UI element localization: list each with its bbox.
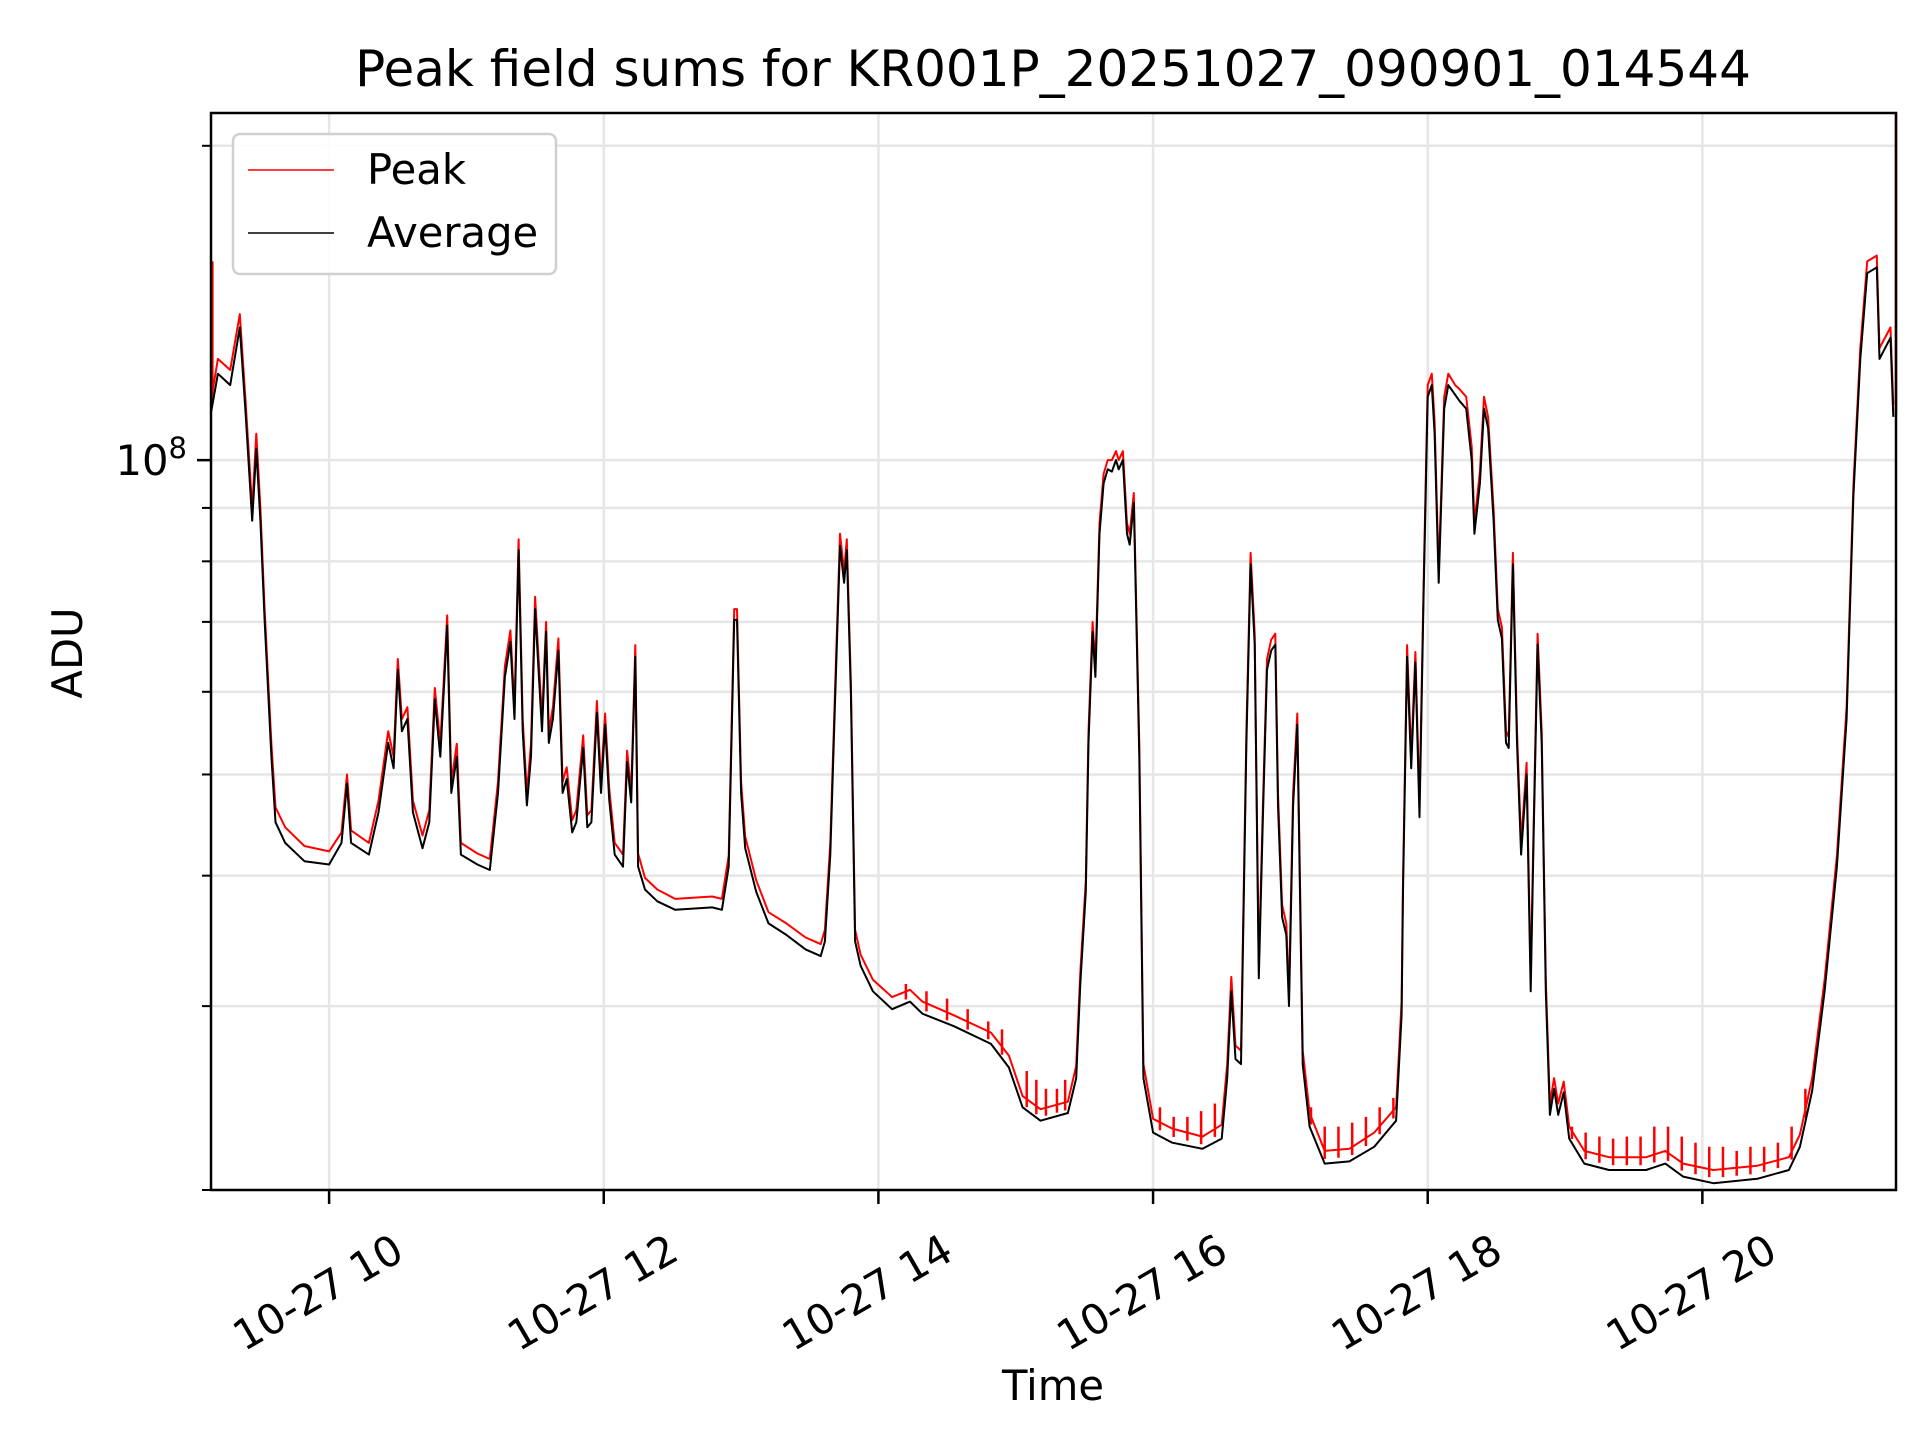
x-axis-label: Time xyxy=(1001,1361,1104,1410)
series-line-average xyxy=(210,266,1895,1185)
legend-average-label: Average xyxy=(367,208,538,257)
legend-peak-label: Peak xyxy=(367,145,467,194)
legend-box xyxy=(231,132,558,276)
y-tick-exponent: 8 xyxy=(169,431,187,465)
y-tick-base: 10 xyxy=(116,436,169,485)
axes-frame xyxy=(209,111,1898,1192)
legend: Peak Average xyxy=(231,132,558,276)
plot-lines xyxy=(210,113,1898,1185)
chart-title: Peak field sums for KR001P_20251027_0909… xyxy=(355,40,1751,98)
y-tick-label: 108 xyxy=(116,431,188,485)
y-axis-label: ADU xyxy=(43,607,92,698)
